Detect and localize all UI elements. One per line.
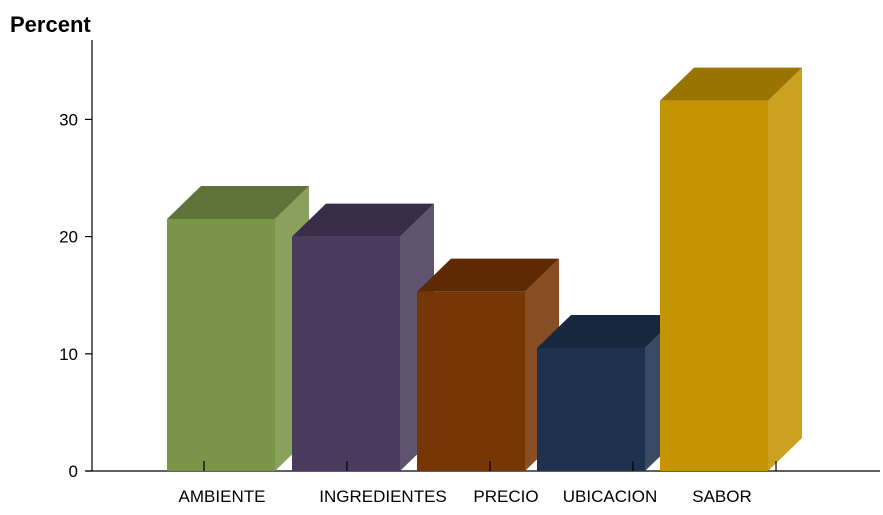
bar-top bbox=[292, 203, 434, 237]
y-tick-label: 30 bbox=[59, 110, 78, 129]
x-tick-label: UBICACION bbox=[563, 487, 657, 506]
bar bbox=[167, 219, 275, 471]
x-tick-label: PRECIO bbox=[473, 487, 538, 506]
bar-top bbox=[417, 258, 559, 292]
x-tick-label: INGREDIENTES bbox=[319, 487, 447, 506]
x-tick-label: AMBIENTE bbox=[179, 487, 266, 506]
bar bbox=[660, 100, 768, 471]
y-tick-label: 10 bbox=[59, 345, 78, 364]
bar bbox=[417, 291, 525, 471]
y-axis-title: Percent bbox=[10, 12, 91, 37]
bar-top bbox=[167, 186, 309, 220]
y-tick-label: 20 bbox=[59, 228, 78, 247]
bar-side bbox=[768, 67, 802, 471]
bar-top bbox=[660, 67, 802, 101]
bar-top bbox=[537, 314, 679, 348]
y-tick-label: 0 bbox=[69, 462, 78, 481]
x-tick-label: SABOR bbox=[692, 487, 752, 506]
bar bbox=[537, 347, 645, 471]
bar bbox=[292, 236, 400, 471]
